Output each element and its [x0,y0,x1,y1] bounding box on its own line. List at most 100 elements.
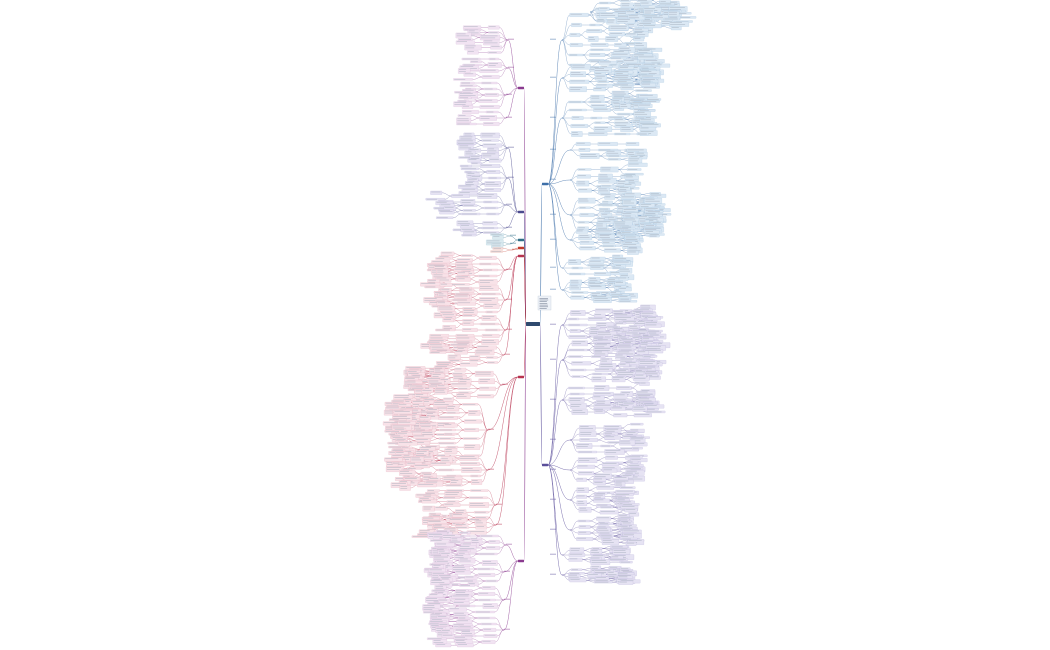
topic-node[interactable] [640,1,653,6]
topic-node[interactable] [570,295,585,300]
topic-node[interactable] [613,393,628,398]
topic-node[interactable] [457,301,476,306]
topic-node[interactable] [670,26,682,31]
topic-node[interactable] [384,457,403,462]
topic-node[interactable] [569,33,581,37]
topic-node[interactable] [397,421,416,425]
topic-node[interactable] [578,525,591,529]
topic-node[interactable] [578,188,592,193]
topic-node[interactable] [625,142,640,146]
topic-node[interactable] [625,32,638,37]
topic-node[interactable] [578,531,591,535]
topic-node[interactable] [571,361,592,366]
topic-node[interactable] [627,162,648,167]
topic-node[interactable] [483,122,500,126]
topic-node[interactable] [479,105,500,109]
topic-node[interactable] [637,55,657,60]
topic-node[interactable] [602,462,619,467]
topic-node[interactable] [633,37,645,42]
topic-node[interactable] [488,25,500,30]
topic-node[interactable] [619,103,631,109]
topic-node[interactable] [604,248,621,253]
topic-node[interactable] [457,271,469,276]
topic-node[interactable] [589,285,606,290]
topic-node[interactable] [490,45,502,50]
topic-node[interactable] [464,428,479,432]
topic-node[interactable] [634,374,647,378]
topic-node[interactable] [625,542,637,546]
topic-node[interactable] [569,13,589,17]
topic-node[interactable] [627,250,639,255]
topic-node[interactable] [618,287,632,292]
topic-node[interactable] [463,230,477,235]
topic-node[interactable] [443,423,458,428]
topic-node[interactable] [638,104,653,108]
topic-node[interactable] [614,281,626,286]
topic-node[interactable] [578,471,594,476]
topic-node[interactable] [579,240,595,245]
topic-node[interactable] [474,519,487,526]
topic-node[interactable] [569,43,583,47]
topic-node[interactable] [624,175,639,180]
topic-node[interactable] [480,164,501,168]
topic-node[interactable] [479,256,497,260]
topic-node[interactable] [476,345,497,350]
topic-node[interactable] [430,462,451,466]
main-branch-node[interactable] [518,375,524,379]
topic-node[interactable] [475,525,487,530]
main-branch-node[interactable] [518,254,524,258]
topic-node[interactable] [483,39,500,46]
topic-node[interactable] [609,32,626,37]
topic-node[interactable] [604,435,621,440]
topic-node[interactable] [616,386,632,390]
topic-node[interactable] [479,69,499,73]
topic-node[interactable] [593,498,610,503]
topic-node[interactable] [568,553,586,557]
main-branch-node[interactable] [542,182,548,186]
topic-node[interactable] [588,36,599,42]
topic-node[interactable] [598,7,610,11]
topic-node[interactable] [588,260,604,264]
topic-node[interactable] [647,316,661,321]
topic-node[interactable] [604,195,615,200]
topic-node[interactable] [477,394,494,399]
topic-node[interactable] [453,294,470,299]
main-branch-node[interactable] [518,238,524,242]
topic-node[interactable] [457,277,471,282]
main-branch-node[interactable] [542,463,548,467]
topic-node[interactable] [449,518,467,523]
topic-node[interactable] [586,29,602,33]
topic-node[interactable] [639,381,650,386]
topic-node[interactable] [588,132,608,136]
topic-node[interactable] [484,93,499,97]
topic-node[interactable] [640,82,656,87]
topic-node[interactable] [420,282,441,287]
topic-node[interactable] [571,23,582,27]
topic-node[interactable] [434,506,448,511]
topic-node[interactable] [618,580,634,585]
topic-node[interactable] [575,142,591,146]
main-branch-node[interactable] [518,210,524,214]
topic-node[interactable] [484,188,501,192]
topic-node[interactable] [450,382,471,387]
topic-node[interactable] [454,350,468,355]
topic-node[interactable] [614,43,627,47]
topic-node[interactable] [593,87,606,92]
topic-node[interactable] [644,323,662,328]
topic-node[interactable] [579,246,596,251]
topic-node[interactable] [643,24,662,29]
topic-node[interactable] [593,108,611,112]
topic-node[interactable] [456,336,476,341]
topic-node[interactable] [570,124,588,128]
topic-node[interactable] [443,397,454,402]
topic-node[interactable] [488,158,502,163]
topic-node[interactable] [595,75,607,81]
topic-node[interactable] [641,123,661,128]
topic-node[interactable] [593,392,614,396]
topic-node[interactable] [576,494,587,499]
topic-node[interactable] [459,288,475,293]
topic-node[interactable] [595,83,613,88]
topic-node[interactable] [625,10,636,15]
topic-node[interactable] [419,416,431,420]
topic-node[interactable] [467,158,481,163]
